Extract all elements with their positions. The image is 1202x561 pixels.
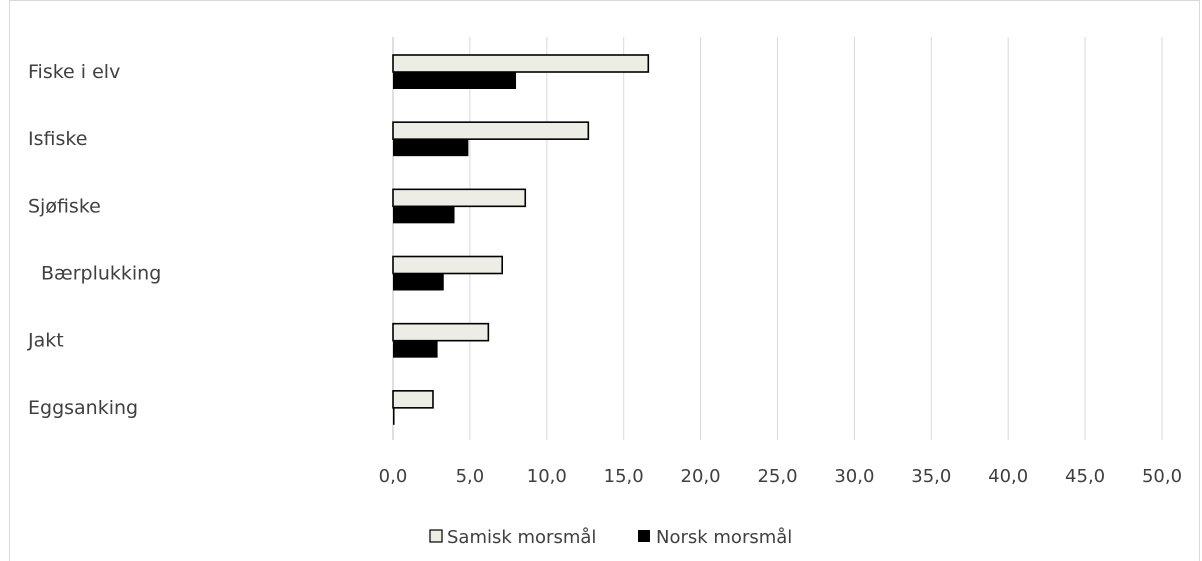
chart-frame: [9, 0, 1200, 561]
category-labels: Fiske i elv Isfiske Sjøfiske Bærplukking Jak…: [27, 61, 161, 419]
x-tick-label: 45,0: [1065, 466, 1105, 487]
bar-samisk-4: [392, 322, 490, 342]
bars: [392, 54, 650, 425]
x-tick-label: 15,0: [604, 466, 644, 487]
x-tick-label: 35,0: [911, 466, 951, 487]
legend-swatch-samisk: [429, 529, 443, 543]
bar-samisk-1: [392, 121, 590, 140]
bar-samisk-2: [392, 188, 527, 208]
bar-norsk-4: [393, 340, 438, 358]
bar-samisk-5: [392, 390, 434, 409]
x-tick-label: 50,0: [1142, 466, 1182, 487]
x-tick-label: 0,0: [379, 466, 408, 487]
x-tick-label: 5,0: [456, 466, 485, 487]
legend-label-norsk: Norsk morsmål: [656, 527, 792, 548]
tick-labels: 0,0 5,0 10,0 15,0 20,0 25,0 30,0 35,0 40,0 45,0 50…: [379, 466, 1182, 487]
bar-samisk-3: [392, 255, 503, 275]
x-tick-label: 25,0: [757, 466, 797, 487]
category-label: Isfiske: [28, 128, 87, 150]
bar-norsk-3: [393, 273, 444, 291]
category-label: Sjøfiske: [28, 195, 101, 217]
bar-norsk-2: [393, 206, 455, 224]
category-label: Fiske i elv: [28, 61, 120, 83]
bar-norsk-5: [393, 407, 395, 425]
category-label: Bærplukking: [41, 263, 161, 285]
x-tick-label: 10,0: [527, 466, 567, 487]
x-tick-label: 30,0: [834, 466, 874, 487]
bar-norsk-1: [393, 139, 469, 157]
x-tick-label: 40,0: [988, 466, 1028, 487]
bar-norsk-0: [393, 72, 517, 89]
x-tick-label: 20,0: [681, 466, 721, 487]
grid-lines: [392, 37, 1163, 440]
category-label: Jakt: [27, 330, 64, 352]
legend-swatch-norsk: [638, 530, 650, 542]
bar-samisk-0: [392, 54, 650, 73]
legend-label-samisk: Samisk morsmål: [447, 527, 596, 548]
legend: Samisk morsmål Norsk morsmål: [429, 527, 792, 548]
category-label: Eggsanking: [28, 397, 138, 419]
